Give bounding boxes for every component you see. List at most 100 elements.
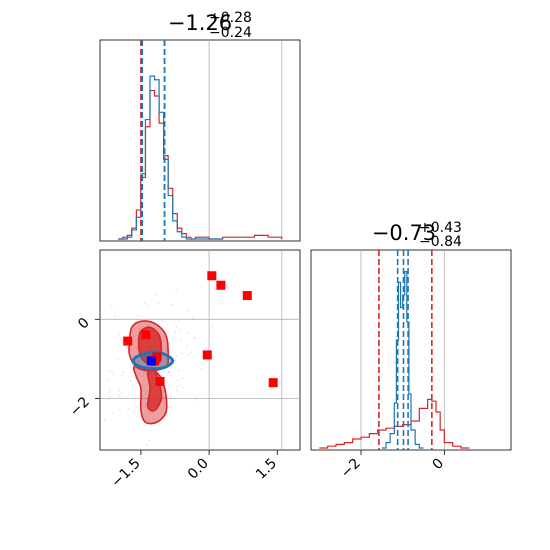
scatter-sample-30	[137, 360, 140, 363]
scatter-sample-28	[195, 398, 198, 401]
hist-x-title-sup: +0.28	[209, 10, 252, 26]
scatter-sample-48	[136, 345, 139, 348]
hist-y-ticks: −2 0	[338, 450, 447, 481]
hist-x-blue-hist	[118, 75, 223, 240]
scatter-sample-64	[108, 396, 111, 398]
scatter-sample-17	[91, 407, 93, 409]
scatter-sample-95	[200, 368, 203, 370]
scatter-sample-100	[108, 369, 110, 372]
scatter-sample-124	[139, 358, 142, 361]
scatter-sample-122	[180, 338, 183, 341]
scatter-sample-90	[186, 344, 189, 347]
scatter-sample-14	[106, 378, 108, 381]
hist-y-title-sub: −0.84	[419, 234, 462, 250]
hist-x-marks	[118, 40, 283, 241]
scatter-sample-83	[165, 346, 168, 349]
scatter-sample-98	[118, 394, 121, 397]
scatter-sample-9	[128, 393, 131, 395]
scatter-sample-35	[87, 448, 89, 450]
scatter-sample-66	[174, 359, 177, 362]
scatter-sample-68	[126, 346, 128, 349]
hist-y-grid	[360, 250, 445, 450]
scatter-sample-86	[108, 391, 111, 393]
scatter-sample-7	[118, 389, 121, 392]
scatter-sample-3	[177, 369, 180, 372]
scatter-sample-5	[151, 411, 154, 414]
scatter-sample-45	[175, 288, 178, 291]
red-point-0	[123, 336, 133, 346]
scatter-sample-31	[167, 406, 170, 408]
hist-y-xtick-label-1: 0	[430, 456, 448, 474]
scatter-sample-38	[117, 333, 120, 336]
hist-x-title: −1.26	[168, 11, 232, 35]
scatter-sample-85	[169, 405, 172, 408]
scatter-sample-25	[167, 395, 169, 398]
scatter-sample-79	[113, 315, 116, 318]
scatter-grid	[100, 250, 300, 450]
scatter-xtick-label-0: −1.5	[108, 456, 143, 491]
scatter-sample-19	[143, 371, 146, 374]
hist-y-title-sup: +0.43	[419, 220, 462, 236]
scatter-sample-33	[157, 302, 160, 304]
scatter-sample-134	[120, 337, 122, 340]
scatter-xtick-label-1: 0.0	[185, 456, 212, 483]
scatter-sample-24	[210, 325, 213, 328]
scatter-sample-103	[92, 385, 94, 387]
scatter-ytick-label-1: −2	[67, 394, 93, 420]
hist-y-marks	[319, 250, 470, 450]
scatter-sample-18	[170, 375, 172, 377]
scatter-sample-128	[127, 408, 130, 411]
scatter-sample-42	[111, 304, 113, 307]
scatter-sample-105	[143, 302, 146, 305]
scatter-sample-49	[168, 341, 171, 344]
scatter-sample-132	[145, 404, 147, 407]
hist-y-title: −0.73	[372, 221, 436, 245]
scatter-sample-89	[175, 355, 178, 357]
scatter-sample-107	[155, 365, 158, 368]
scatter-xtick-label-2: 1.5	[253, 456, 280, 483]
hist-x-frame	[99, 39, 301, 242]
hist-y-panel: −2 0 −0.73 +0.43 −0.84	[310, 220, 512, 481]
scatter-sample-104	[132, 384, 134, 387]
hist-x-panel: −1.26 +0.28 −0.24	[99, 10, 301, 242]
scatter-sample-138	[162, 390, 165, 393]
scatter-sample-135	[136, 406, 139, 409]
scatter-sample-131	[176, 388, 178, 391]
red-point-7	[268, 378, 278, 388]
scatter-sample-65	[112, 412, 115, 415]
hist-y-title-base: −0.73	[372, 221, 436, 245]
scatter-sample-130	[106, 398, 109, 401]
scatter-sample-67	[191, 316, 194, 319]
hist-x-title-base: −1.26	[168, 11, 232, 35]
scatter-sample-44	[136, 347, 139, 350]
scatter-sample-94	[167, 371, 170, 373]
red-point-8	[202, 350, 212, 360]
hist-y-xtick-label-0: −2	[338, 456, 364, 482]
scatter-sample-78	[178, 391, 180, 393]
scatter-sample-57	[111, 371, 114, 373]
scatter-sample-16	[207, 337, 209, 340]
scatter-sample-121	[155, 293, 157, 295]
scatter-sample-109	[177, 328, 180, 331]
blue-point-0	[146, 356, 156, 366]
scatter-sample-4	[186, 309, 189, 311]
scatter-sample-75	[174, 331, 177, 334]
scatter-sample-139	[141, 325, 144, 328]
red-point-5	[216, 280, 226, 290]
scatter-sample-43	[186, 332, 189, 334]
scatter-sample-12	[176, 385, 179, 388]
scatter-sample-27	[141, 315, 144, 318]
scatter-sample-34	[161, 320, 164, 322]
scatter-sample-0	[134, 367, 137, 370]
scatter-sample-116	[186, 347, 188, 350]
scatter-sample-47	[170, 303, 173, 306]
scatter-sample-119	[181, 377, 184, 380]
scatter-sample-11	[180, 352, 183, 355]
scatter-sample-55	[181, 386, 184, 389]
scatter-sample-97	[175, 325, 178, 328]
scatter-sample-76	[193, 337, 196, 340]
red-point-1	[141, 330, 151, 340]
scatter-sample-41	[148, 440, 151, 443]
scatter-sample-117	[103, 418, 106, 421]
